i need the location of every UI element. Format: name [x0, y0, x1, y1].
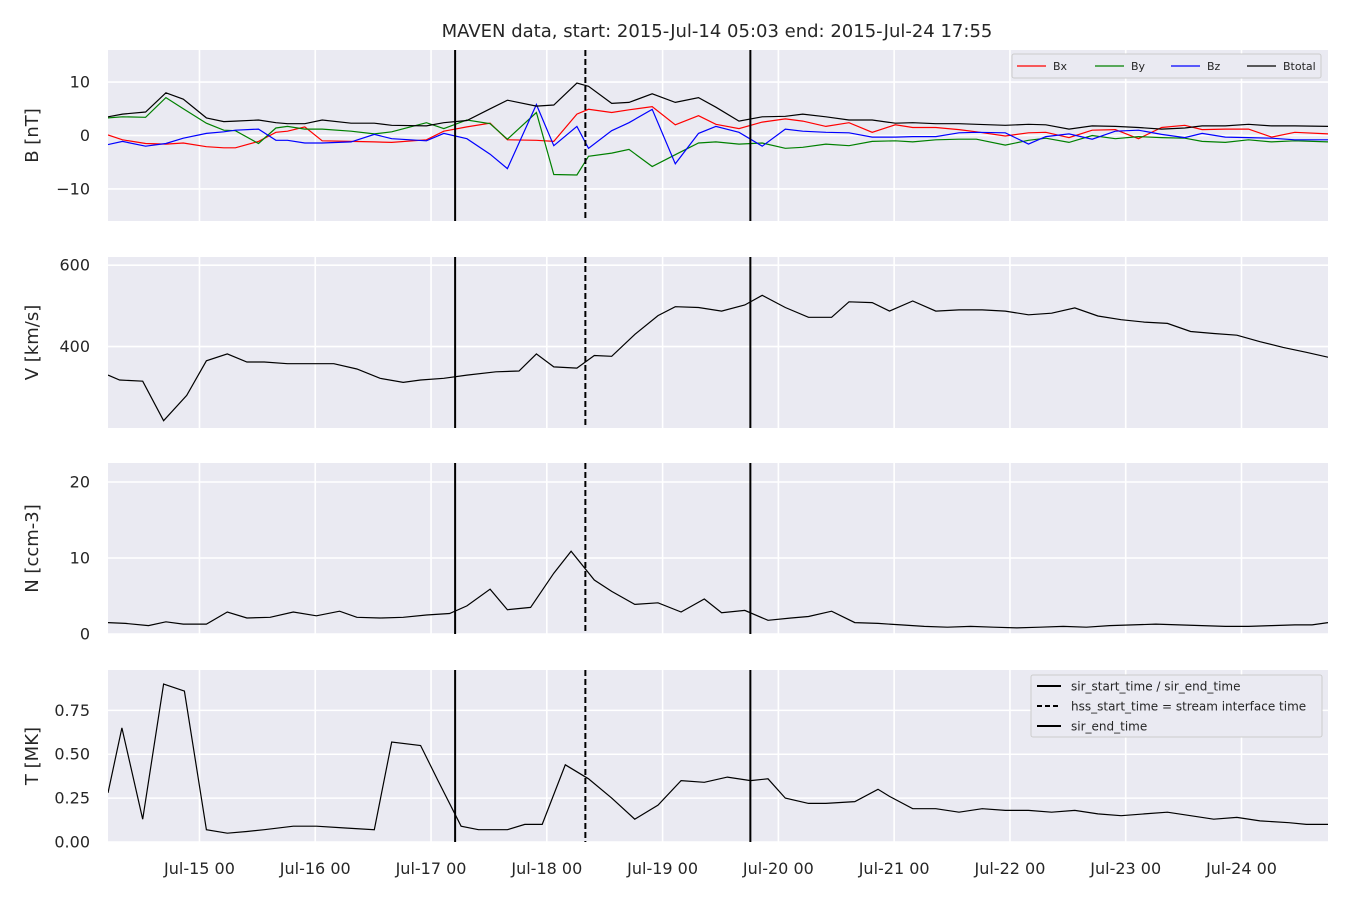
panel-1: −10 0 10 B [nT] Bx By Bz Btotal: [22, 50, 1328, 221]
y-axis-label: V [km/s]: [22, 305, 43, 380]
y-axis-label: T [MK]: [22, 727, 43, 786]
series-line-v: [108, 294, 1328, 422]
x-tick-label: Jul-19 00: [626, 859, 698, 878]
y-axis-label: N [ccm-3]: [22, 504, 43, 593]
legend-label: sir_start_time / sir_end_time: [1071, 680, 1241, 694]
series-line-bx: [108, 105, 1328, 149]
x-tick-label: Jul-15 00: [163, 859, 235, 878]
series-group: [108, 683, 1328, 834]
series-group: [108, 294, 1328, 422]
legend-events: sir_start_time / sir_end_time hss_start_t…: [1030, 674, 1323, 738]
x-tick-label: Jul-24 00: [1205, 859, 1277, 878]
legend-label: sir_end_time: [1071, 720, 1147, 734]
x-tick-label: Jul-21 00: [858, 859, 930, 878]
y-tick-label: 0.75: [54, 701, 90, 720]
chart-title: MAVEN data, start: 2015-Jul-14 05:03 end…: [442, 21, 993, 42]
legend-label-by: By: [1131, 60, 1146, 73]
legend-label-bx: Bx: [1053, 60, 1068, 73]
y-tick-label: 20: [70, 473, 90, 492]
legend-label: hss_start_time = stream interface time: [1071, 700, 1306, 714]
legend-b: Bx By Bz Btotal: [1011, 53, 1322, 79]
series-line-btotal: [108, 82, 1328, 130]
panel-3: 0 10 20 N [ccm-3]: [22, 463, 1328, 644]
y-tick-label: 0.25: [54, 789, 90, 808]
panel-background: [108, 257, 1328, 428]
y-tick-label: 0.50: [54, 745, 90, 764]
x-tick-label: Jul-20 00: [742, 859, 814, 878]
panel-2: 400 600 V [km/s]: [22, 256, 1328, 428]
y-tick-label: 10: [70, 549, 90, 568]
legend-box: [1030, 674, 1323, 738]
y-tick-label: 10: [70, 73, 90, 92]
legend-box: [1011, 53, 1322, 79]
y-tick-label: 0: [80, 625, 90, 644]
y-tick-label: 600: [59, 256, 90, 275]
x-tick-label: Jul-22 00: [974, 859, 1046, 878]
series-line-bz: [108, 103, 1328, 170]
panel-4: 0.00 0.25 0.50 0.75 T [MK] sir_start_time / s…: [22, 670, 1328, 852]
y-tick-label: 0.00: [54, 833, 90, 852]
series-line-t: [108, 683, 1328, 834]
x-tick-label: Jul-23 00: [1089, 859, 1161, 878]
legend-label-btotal: Btotal: [1283, 60, 1316, 73]
y-axis-label: B [nT]: [22, 108, 43, 163]
series-group: [108, 82, 1328, 176]
y-tick-label: 0: [80, 126, 90, 145]
y-tick-label: −10: [56, 179, 90, 198]
x-tick-label: Jul-16 00: [279, 859, 351, 878]
y-tick-label: 400: [59, 337, 90, 356]
x-tick-label: Jul-17 00: [395, 859, 467, 878]
panel-background: [108, 463, 1328, 634]
series-line-n: [108, 550, 1328, 629]
x-tick-label: Jul-18 00: [510, 859, 582, 878]
series-group: [108, 550, 1328, 629]
legend-label-bz: Bz: [1207, 60, 1221, 73]
